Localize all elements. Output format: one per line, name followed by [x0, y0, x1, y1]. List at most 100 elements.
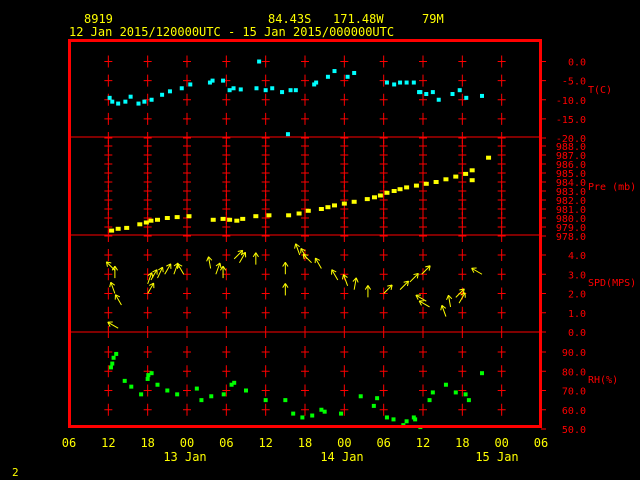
- panel-dividers: [69, 136, 541, 333]
- axis-labels: 0.0 -5.0 -10.0 -15.0 -20.0 T(C) 988.0987.0986.…: [62, 58, 636, 465]
- wind-arrow: [157, 266, 164, 279]
- temperature-point: [188, 82, 193, 87]
- wind-arrow-shaft: [471, 267, 483, 275]
- wind-arrow-head: [115, 294, 121, 298]
- wind-arrow-head: [255, 252, 259, 258]
- wind-arrow-head: [240, 251, 246, 256]
- y-tick-label: 978.0: [556, 232, 586, 243]
- y-tick-label: 988.0: [556, 142, 586, 153]
- wind-arrow-shaft: [418, 300, 430, 308]
- station-location: 84.43S 171.48W: [268, 12, 384, 26]
- wind-arrow-shaft: [233, 250, 244, 260]
- pressure-point: [404, 185, 410, 190]
- wind-arrow-head: [173, 262, 179, 267]
- pressure-point: [318, 207, 324, 211]
- wind-arrow: [352, 277, 359, 290]
- wind-arrow-head: [282, 261, 286, 267]
- pressure-point: [115, 226, 121, 231]
- wind-arrow: [239, 251, 247, 263]
- wind-arrow-head: [177, 263, 183, 267]
- temperature-point: [293, 88, 298, 93]
- humidity-point: [122, 378, 127, 383]
- humidity-point: [139, 392, 144, 397]
- wind-arrow: [147, 282, 155, 294]
- wind-arrow-head: [158, 266, 163, 271]
- humidity-point: [453, 390, 458, 395]
- wind-arrow: [294, 243, 301, 256]
- wind-arrow-shaft: [458, 292, 466, 304]
- temperature-point: [227, 88, 232, 93]
- wind-arrow-head: [471, 268, 475, 273]
- pressure-point: [220, 216, 226, 221]
- wind-arrow-head: [418, 300, 422, 306]
- pressure-point: [397, 187, 403, 192]
- humidity-point: [263, 398, 268, 403]
- x-tick-label: 00: [180, 436, 194, 450]
- temperature-point: [254, 86, 259, 91]
- wind-arrow: [150, 269, 158, 281]
- humidity-point: [466, 398, 471, 403]
- humidity-point: [232, 380, 237, 385]
- pressure-point: [469, 178, 475, 183]
- panel-name: SPD(MPS): [588, 278, 636, 289]
- wind-arrow: [455, 288, 465, 298]
- wind-arrow-shaft: [239, 252, 246, 263]
- wind-arrow: [111, 265, 118, 279]
- humidity-point: [155, 382, 160, 387]
- wind-arrow-shaft: [208, 256, 212, 269]
- wind-arrow-head: [208, 256, 213, 261]
- wind-arrow-head: [252, 252, 257, 258]
- pressure-point: [325, 205, 331, 210]
- wind-arrow-head: [300, 248, 306, 252]
- date-label: 14 Jan: [320, 450, 363, 464]
- wind-arrow-head: [105, 261, 108, 267]
- wind-arrow-head: [215, 262, 221, 267]
- wind-arrow-head: [110, 281, 116, 286]
- wind-arrow-shaft: [107, 321, 119, 329]
- wind-arrow-head: [341, 274, 344, 280]
- humidity-point: [322, 409, 327, 414]
- pressure-point: [137, 222, 143, 227]
- wind-arrow-head: [106, 261, 112, 264]
- wind-arrow-shaft: [383, 284, 393, 294]
- wind-arrow-head: [237, 249, 243, 252]
- temperature-point: [404, 80, 409, 85]
- x-tick-label: 00: [494, 436, 508, 450]
- wind-arrow: [440, 304, 447, 317]
- pressure-point: [391, 189, 397, 193]
- wind-arrow-head: [149, 282, 154, 286]
- humidity-point: [300, 415, 305, 420]
- y-tick-label: 984.0: [556, 178, 586, 189]
- y-tick-label: 1.0: [568, 309, 586, 320]
- wind-arrow-shaft: [441, 305, 447, 317]
- temperature-point: [263, 88, 268, 93]
- wind-arrow: [302, 253, 312, 264]
- y-tick-label: 90.0: [562, 348, 586, 359]
- wind-arrow: [415, 294, 427, 302]
- wind-arrow-head: [415, 294, 419, 300]
- temperature-point: [167, 89, 172, 94]
- panel-name: Pre (mb): [588, 182, 636, 193]
- wind-arrow-head: [294, 243, 297, 249]
- wind-arrow: [458, 292, 466, 304]
- temperature-point: [436, 97, 441, 102]
- humidity-point: [244, 388, 248, 393]
- pressure-point: [143, 220, 149, 225]
- wind-arrow-head: [352, 277, 357, 282]
- temperature-point: [207, 80, 212, 85]
- humidity-point: [339, 411, 344, 416]
- temperature-point: [450, 92, 455, 97]
- y-tick-label: 982.0: [556, 196, 586, 207]
- wind-arrow-shaft: [353, 277, 357, 290]
- y-tick-label: 50.0: [562, 425, 586, 436]
- data-marks: [105, 59, 492, 430]
- humidity-point: [283, 398, 288, 403]
- station-id: 8919: [84, 12, 113, 26]
- pressure-point: [351, 199, 357, 204]
- y-tick-label: 985.0: [556, 169, 586, 180]
- wind-arrow: [418, 300, 430, 308]
- wind-arrow-head: [416, 273, 419, 279]
- temperature-point: [142, 99, 147, 104]
- wind-arrow: [383, 284, 393, 294]
- temperature-point: [123, 99, 128, 104]
